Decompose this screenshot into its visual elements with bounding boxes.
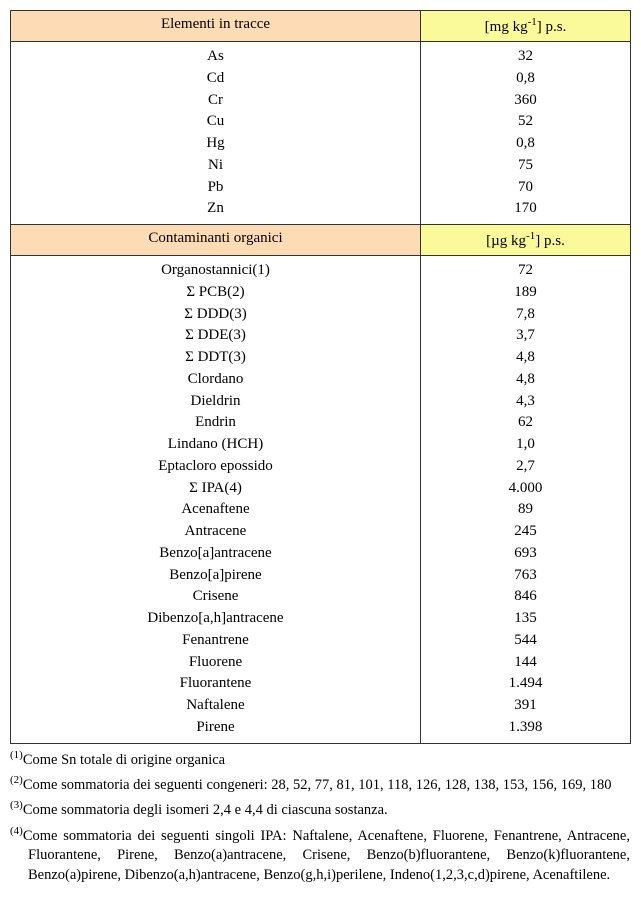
row-label: Fenantrene <box>17 630 414 652</box>
section1-header-left: Elementi in tracce <box>11 11 421 42</box>
row-label: Σ IPA(4) <box>17 478 414 500</box>
row-label: Cr <box>17 90 414 112</box>
unit-suffix: ] p.s. <box>537 19 567 35</box>
row-value: 693 <box>427 543 624 565</box>
footnote-text: Come Sn totale di origine organica <box>23 751 225 767</box>
row-value: 4,3 <box>427 391 624 413</box>
section1-values-cell: 320,8360520,87570170 <box>421 42 631 225</box>
row-label: Σ DDE(3) <box>17 325 414 347</box>
row-value: 1.398 <box>427 717 624 739</box>
footnote-3: (3)Come sommatoria degli isomeri 2,4 e 4… <box>10 798 630 820</box>
section1-data-row: AsCdCrCuHgNiPbZn 320,8360520,87570170 <box>11 42 631 225</box>
row-value: 135 <box>427 608 624 630</box>
section2-values-cell: 721897,83,74,84,84,3621,02,74.0008924569… <box>421 256 631 744</box>
row-label: Eptacloro epossido <box>17 456 414 478</box>
row-value: 32 <box>427 46 624 68</box>
row-label: Acenaftene <box>17 499 414 521</box>
row-label: Organostannici(1) <box>17 260 414 282</box>
row-label: Antracene <box>17 521 414 543</box>
row-value: 846 <box>427 586 624 608</box>
row-value: 189 <box>427 282 624 304</box>
section2-labels-cell: Organostannici(1)Σ PCB(2)Σ DDD(3)Σ DDE(3… <box>11 256 421 744</box>
row-value: 4,8 <box>427 369 624 391</box>
row-label: Naftalene <box>17 695 414 717</box>
row-label: Endrin <box>17 412 414 434</box>
row-value: 0,8 <box>427 133 624 155</box>
row-value: 245 <box>427 521 624 543</box>
row-label: Pb <box>17 177 414 199</box>
row-value: 4,8 <box>427 347 624 369</box>
unit-prefix: [µg kg <box>486 233 526 249</box>
row-label: Hg <box>17 133 414 155</box>
row-label: Σ DDT(3) <box>17 347 414 369</box>
footnote-sup: (3) <box>10 799 23 811</box>
row-label: Clordano <box>17 369 414 391</box>
row-value: 3,7 <box>427 325 624 347</box>
row-label: Cu <box>17 111 414 133</box>
row-value: 70 <box>427 177 624 199</box>
row-value: 360 <box>427 90 624 112</box>
row-label: Lindano (HCH) <box>17 434 414 456</box>
row-value: 7,8 <box>427 304 624 326</box>
row-label: Benzo[a]antracene <box>17 543 414 565</box>
footnote-text: Come sommatoria dei seguenti congeneri: … <box>23 777 612 793</box>
section2-header-left: Contaminanti organici <box>11 225 421 256</box>
row-value: 0,8 <box>427 68 624 90</box>
row-label: Ni <box>17 155 414 177</box>
row-value: 391 <box>427 695 624 717</box>
row-label: Pirene <box>17 717 414 739</box>
section2-header-right: [µg kg-1] p.s. <box>421 225 631 256</box>
section2-header-row: Contaminanti organici [µg kg-1] p.s. <box>11 225 631 256</box>
row-label: Σ DDD(3) <box>17 304 414 326</box>
row-value: 544 <box>427 630 624 652</box>
row-value: 1,0 <box>427 434 624 456</box>
row-value: 62 <box>427 412 624 434</box>
row-value: 2,7 <box>427 456 624 478</box>
row-label: Dieldrin <box>17 391 414 413</box>
row-label: Dibenzo[a,h]antracene <box>17 608 414 630</box>
row-label: Zn <box>17 198 414 220</box>
row-value: 75 <box>427 155 624 177</box>
section1-labels-cell: AsCdCrCuHgNiPbZn <box>11 42 421 225</box>
row-value: 89 <box>427 499 624 521</box>
row-label: Crisene <box>17 586 414 608</box>
footnote-text: Come sommatoria dei seguenti singoli IPA… <box>23 828 630 883</box>
row-value: 52 <box>427 111 624 133</box>
row-value: 763 <box>427 565 624 587</box>
row-value: 170 <box>427 198 624 220</box>
row-label: Benzo[a]pirene <box>17 565 414 587</box>
unit-sup: -1 <box>526 230 535 242</box>
row-value: 72 <box>427 260 624 282</box>
row-label: As <box>17 46 414 68</box>
footnote-text: Come sommatoria degli isomeri 2,4 e 4,4 … <box>23 802 388 818</box>
row-label: Fluorene <box>17 652 414 674</box>
data-table: Elementi in tracce [mg kg-1] p.s. AsCdCr… <box>10 10 631 744</box>
footnote-1: (1)Come Sn totale di origine organica <box>10 748 630 770</box>
footnote-sup: (2) <box>10 774 23 786</box>
section1-header-right: [mg kg-1] p.s. <box>421 11 631 42</box>
row-value: 1.494 <box>427 673 624 695</box>
footnotes: (1)Come Sn totale di origine organica (2… <box>10 748 630 886</box>
footnote-2: (2)Come sommatoria dei seguenti congener… <box>10 773 630 795</box>
row-value: 144 <box>427 652 624 674</box>
unit-prefix: [mg kg <box>485 19 528 35</box>
row-label: Σ PCB(2) <box>17 282 414 304</box>
section1-header-row: Elementi in tracce [mg kg-1] p.s. <box>11 11 631 42</box>
row-label: Fluorantene <box>17 673 414 695</box>
footnote-4: (4)Come sommatoria dei seguenti singoli … <box>10 824 630 886</box>
row-label: Cd <box>17 68 414 90</box>
footnote-sup: (1) <box>10 749 23 761</box>
section2-data-row: Organostannici(1)Σ PCB(2)Σ DDD(3)Σ DDE(3… <box>11 256 631 744</box>
row-value: 4.000 <box>427 478 624 500</box>
footnote-sup: (4) <box>10 825 23 837</box>
unit-sup: -1 <box>528 16 537 28</box>
unit-suffix: ] p.s. <box>535 233 565 249</box>
